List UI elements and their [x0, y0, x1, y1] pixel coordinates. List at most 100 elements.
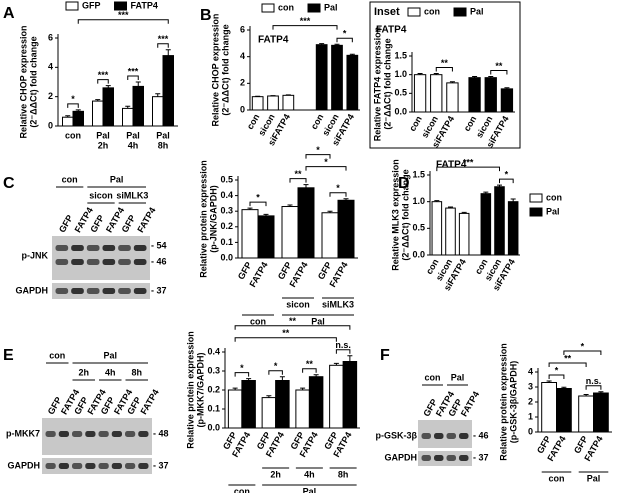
bar	[282, 94, 295, 111]
y-axis-label: Relative CHOP expression	[18, 26, 28, 139]
error-bar	[334, 43, 340, 46]
significance-bracket	[305, 166, 347, 171]
error-bar	[287, 204, 293, 207]
blot-band	[85, 431, 96, 437]
error-bar	[546, 380, 552, 383]
y-tick-label: 1.5	[412, 169, 425, 179]
blot-row-label: p-GSK-3β	[376, 430, 418, 440]
significance-label: **	[294, 169, 302, 179]
significance-bracket	[67, 103, 79, 108]
bar	[329, 364, 344, 429]
bar	[484, 77, 497, 113]
bar	[251, 96, 264, 111]
panel-letter: A	[3, 5, 15, 22]
blot-row-label: GAPDH	[7, 460, 40, 470]
y-tick-label: 2	[528, 396, 533, 406]
significance-bracket	[499, 178, 514, 184]
blot-header: Pal	[103, 350, 117, 360]
significance-label: ***	[118, 10, 129, 20]
bar	[321, 212, 339, 259]
blot-band	[102, 288, 116, 294]
x-tick-label: Pal	[126, 130, 140, 140]
significance-bracket	[548, 362, 587, 367]
blot-band	[98, 431, 109, 437]
chart-title: FATP4	[436, 160, 467, 171]
blot-band	[55, 259, 69, 265]
bar	[162, 55, 174, 127]
error-bar	[303, 184, 309, 188]
blot-band	[459, 455, 469, 461]
legend-swatch	[65, 1, 79, 11]
significance-label: *	[505, 170, 509, 180]
error-bar	[347, 355, 353, 362]
error-bar	[75, 109, 81, 112]
bar	[122, 107, 134, 127]
significance-bracket	[329, 192, 347, 197]
significance-bracket	[302, 368, 317, 373]
blot-row-label: GAPDH	[384, 452, 417, 462]
panel-letter: E	[3, 347, 14, 364]
significance-bracket	[127, 75, 139, 80]
y-tick-label: 0	[240, 104, 245, 114]
x-tick-label: Pal	[96, 130, 110, 140]
significance-label: **	[564, 353, 572, 363]
bar	[431, 201, 443, 256]
y-axis-label: (2⁻ΔΔCt) fold change	[382, 38, 392, 129]
bar	[92, 100, 104, 127]
legend-label: Pal	[470, 6, 484, 16]
bar	[308, 376, 324, 429]
y-axis-label: Relative CHOP expression	[210, 14, 220, 127]
blot-band	[421, 433, 431, 439]
error-bar	[247, 207, 253, 210]
error-bar	[155, 93, 161, 97]
y-tick-label: 0.0	[412, 249, 425, 259]
group-label: 4h	[304, 469, 315, 479]
bar	[297, 187, 315, 259]
blot-band	[58, 463, 69, 469]
y-tick-label: 0.4	[220, 190, 233, 200]
y-tick-label: 0	[48, 120, 53, 130]
bar	[102, 87, 114, 127]
significance-bracket	[97, 79, 109, 84]
significance-bracket	[336, 37, 353, 43]
y-tick-label: 6	[48, 32, 53, 42]
significance-label: n.s.	[586, 376, 602, 386]
y-axis-label: (p-MKK7/GAPDH)	[195, 353, 205, 428]
blot-band	[125, 463, 136, 469]
blot-band	[133, 259, 147, 265]
significance-bracket	[234, 325, 351, 330]
bar	[593, 392, 609, 433]
significance-label: *	[343, 29, 347, 39]
blot-image	[42, 418, 152, 455]
y-tick-label: 0.1	[220, 237, 233, 247]
bar	[315, 44, 328, 111]
significance-bracket	[548, 374, 565, 379]
significance-label: ***	[98, 70, 109, 80]
y-tick-label: 4	[48, 62, 53, 72]
y-tick-label: 2	[240, 78, 245, 88]
error-bar	[598, 391, 604, 393]
blot-band	[133, 245, 147, 251]
error-bar	[279, 376, 285, 381]
blot-band	[55, 288, 69, 294]
group-label: Pal	[587, 473, 601, 483]
bar	[257, 215, 275, 259]
y-tick-label: 0.2	[220, 221, 233, 231]
error-bar	[313, 374, 319, 377]
bar	[468, 77, 481, 113]
error-bar	[561, 386, 567, 389]
y-axis-label: Relative protein expression	[198, 160, 208, 278]
molecular-weight-marker: - 37	[153, 460, 169, 470]
blot-header: Pal	[110, 174, 124, 184]
y-tick-label: 0.4	[207, 346, 220, 356]
y-tick-label: 0.5	[412, 223, 425, 233]
significance-bracket	[234, 337, 337, 342]
error-bar	[263, 213, 269, 216]
blot-band	[45, 463, 56, 469]
significance-bracket	[77, 19, 169, 24]
blot-band	[55, 245, 69, 251]
bar	[241, 209, 259, 259]
molecular-weight-marker: - 48	[153, 428, 169, 438]
bar	[556, 388, 572, 433]
